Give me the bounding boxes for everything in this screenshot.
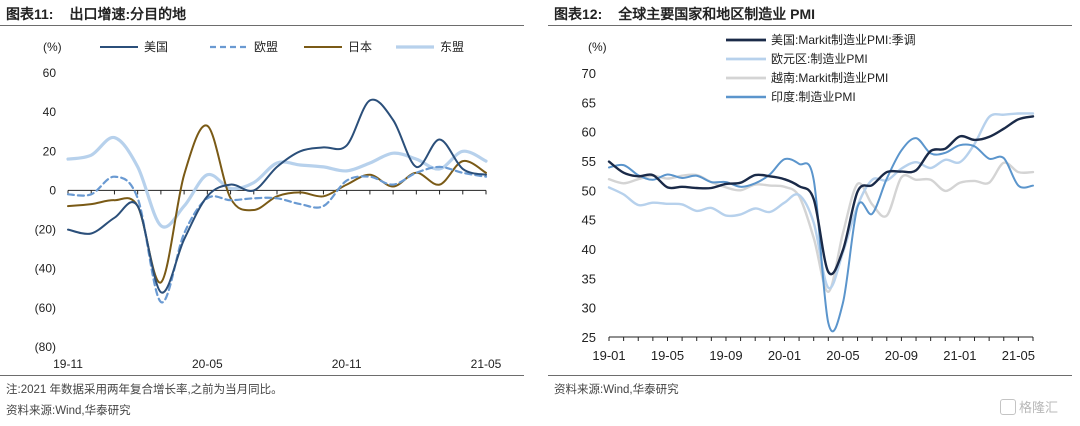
left-source-rule [0, 375, 524, 376]
right-title-text: 全球主要国家和地区制造业 PMI [618, 6, 816, 22]
y-tick-label: 30 [582, 301, 596, 316]
x-tick-label: 20-11 [332, 357, 362, 371]
y-tick-label: (20) [35, 223, 56, 237]
watermark-logo: 格隆汇 [1000, 397, 1058, 416]
legend-label: 日本 [348, 40, 372, 54]
right-chart-panel: 图表12: 全球主要国家和地区制造业 PMI (%) 70 65 60 55 50 45 40 3… [548, 0, 1080, 426]
legend-label: 印度:制造业PMI [771, 89, 856, 104]
x-tick-label: 19-11 [53, 357, 83, 371]
x-tick-label: 19-01 [592, 348, 625, 363]
y-tick-label: 45 [582, 213, 596, 228]
left-chart-panel: 图表11: 出口增速:分目的地 (%) 60 40 20 0 (20) (40) (60) (80… [0, 0, 532, 426]
x-tick-label: 20-05 [192, 357, 223, 371]
legend-label: 美国:Markit制造业PMI:季调 [771, 33, 916, 47]
export-growth-chart: (%) 60 40 20 0 (20) (40) (60) (80) 19-11 20-05 20-1… [35, 40, 502, 371]
y-tick-label: 65 [582, 95, 596, 110]
series-line [67, 98, 487, 294]
y-axis-unit: (%) [43, 40, 62, 54]
series-line [608, 137, 1034, 333]
x-tick-label: 20-05 [826, 348, 859, 363]
y-tick-label: 60 [43, 66, 57, 80]
left-title-rule [0, 25, 524, 26]
right-title-rule [548, 25, 1072, 26]
y-tick-label: 40 [582, 242, 596, 257]
right-source-rule [548, 375, 1072, 376]
y-tick-label: 40 [43, 105, 57, 119]
y-tick-label: 25 [582, 330, 596, 345]
series-line [66, 165, 488, 304]
y-tick-label: (60) [35, 301, 56, 315]
x-tick-label: 20-01 [768, 348, 801, 363]
watermark-icon [1000, 399, 1016, 415]
legend-label: 欧盟 [254, 40, 278, 54]
x-tick-label: 21-05 [1002, 348, 1035, 363]
x-tick-label: 21-05 [471, 357, 502, 371]
y-axis-unit: (%) [588, 40, 607, 54]
y-tick-label: 50 [582, 183, 596, 198]
right-chart-title: 图表12: 全球主要国家和地区制造业 PMI [554, 4, 815, 24]
y-tick-label: (40) [35, 262, 56, 276]
y-tick-label: 55 [582, 154, 596, 169]
x-tick-label: 19-09 [709, 348, 742, 363]
left-note: 注:2021 年数据采用两年复合增长率,之前为当月同比。 [6, 384, 283, 396]
x-tick-label: 21-01 [943, 348, 976, 363]
legend-label: 美国 [144, 40, 168, 54]
series-line [66, 135, 488, 229]
y-tick-label: 0 [49, 183, 56, 197]
y-tick-label: 35 [582, 271, 596, 286]
y-tick-label: 20 [43, 144, 57, 158]
legend-label: 东盟 [440, 40, 464, 54]
y-tick-label: (80) [35, 340, 56, 354]
legend-label: 欧元区:制造业PMI [771, 52, 868, 66]
y-tick-label: 60 [582, 125, 596, 140]
right-title-number: 图表12: [554, 6, 603, 22]
x-tick-label: 19-05 [651, 348, 684, 363]
left-title-text: 出口增速:分目的地 [69, 6, 187, 22]
y-tick-label: 70 [582, 66, 596, 81]
x-tick-label: 20-09 [885, 348, 918, 363]
series-line [607, 115, 1035, 276]
series-line [67, 124, 487, 284]
series-line [607, 161, 1035, 294]
left-title-number: 图表11: [6, 6, 54, 22]
legend-label: 越南:Markit制造业PMI [771, 70, 888, 85]
watermark-text: 格隆汇 [1019, 400, 1059, 415]
left-chart-title: 图表11: 出口增速:分目的地 [6, 4, 186, 24]
left-source: 资料来源:Wind,华泰研究 [6, 405, 131, 417]
right-source: 资料来源:Wind,华泰研究 [554, 384, 679, 396]
pmi-chart: (%) 70 65 60 55 50 45 40 35 30 25 19-01 19-05 19-09 20… [582, 33, 1035, 363]
